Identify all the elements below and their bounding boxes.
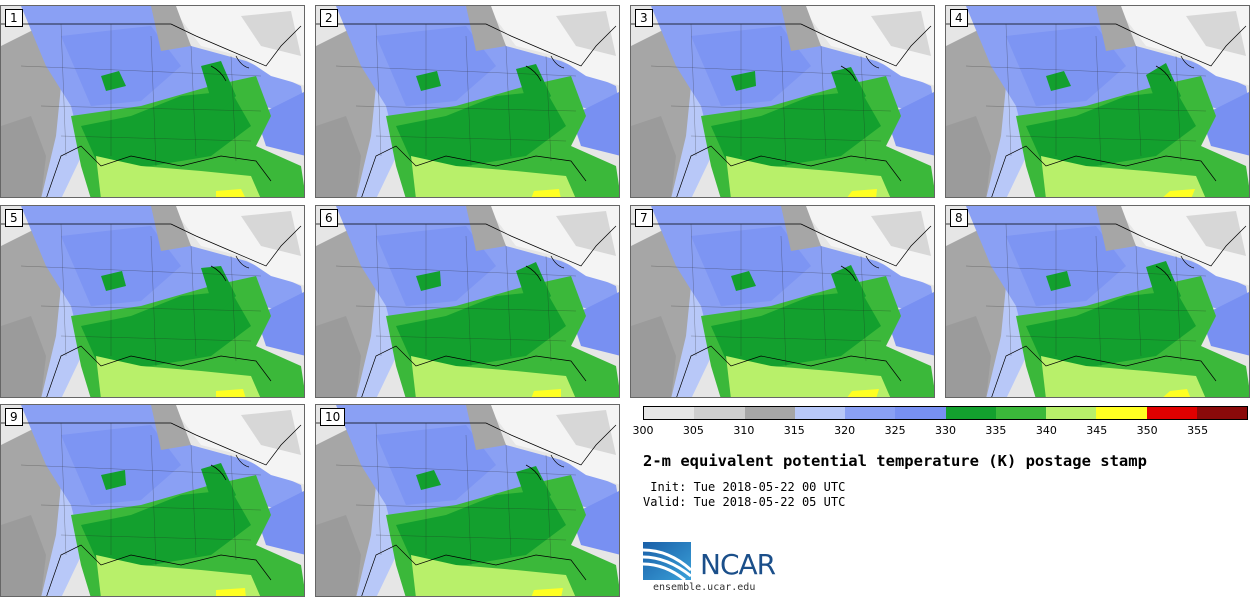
colorbar-segment [1146,407,1197,419]
panel-label: 5 [5,209,23,227]
stamp-map [1,405,304,596]
plot-title: 2-m equivalent potential temperature (K)… [643,452,1147,470]
colorbar-segment [694,407,745,419]
panel-label: 1 [5,9,23,27]
stamp-panel: 9 [0,404,305,597]
colorbar-tick-label: 350 [1136,424,1158,437]
colorbar-segment [744,407,795,419]
colorbar-segment [1046,407,1097,419]
stamp-map [946,6,1249,197]
stamp-map [316,6,619,197]
panel-label: 2 [320,9,338,27]
valid-time: Valid: Tue 2018-05-22 05 UTC [643,495,846,509]
stamp-panel: 1 [0,5,305,198]
colorbar-tick-label: 315 [783,424,805,437]
colorbar [643,406,1248,420]
stamp-map [631,206,934,397]
stamp-panel: 10 [315,404,620,597]
ncar-logo-icon [643,542,693,582]
colorbar-ticks: 300 305 310 315 320 325 330 335 340 345 350 355 [633,424,1248,438]
colorbar-tick-label: 340 [1035,424,1057,437]
colorbar-tick-label: 355 [1187,424,1209,437]
colorbar-tick-label: 300 [632,424,654,437]
colorbar-segment [1196,407,1247,419]
panel-label: 3 [635,9,653,27]
colorbar-tick-label: 320 [834,424,856,437]
colorbar-segment [644,407,695,419]
colorbar-tick-label: 305 [682,424,704,437]
stamp-panel: 7 [630,205,935,398]
colorbar-segment [895,407,946,419]
colorbar-segment [845,407,896,419]
stamp-map [946,206,1249,397]
colorbar-tick-label: 335 [985,424,1007,437]
stamp-map [1,6,304,197]
logo-url: ensemble.ucar.edu [653,582,756,593]
colorbar-segment [794,407,845,419]
colorbar-tick-label: 325 [884,424,906,437]
ncar-logo-text: NCAR [700,548,776,581]
panel-label: 9 [5,408,23,426]
panel-label: 6 [320,209,338,227]
colorbar-segment [1096,407,1147,419]
panel-label: 4 [950,9,968,27]
colorbar-segment [945,407,996,419]
init-time: Init: Tue 2018-05-22 00 UTC [643,480,846,494]
colorbar-segment [995,407,1046,419]
colorbar-tick-label: 345 [1086,424,1108,437]
stamp-map [316,405,619,596]
stamp-panel: 5 [0,205,305,398]
stamp-panel: 4 [945,5,1250,198]
stamp-map [316,206,619,397]
stamp-map [631,6,934,197]
stamp-panel: 3 [630,5,935,198]
stamp-panel: 8 [945,205,1250,398]
stamp-map [1,206,304,397]
stamp-panel: 2 [315,5,620,198]
colorbar-tick-label: 330 [935,424,956,437]
stamp-panel: 6 [315,205,620,398]
panel-label: 7 [635,209,653,227]
colorbar-tick-label: 310 [733,424,755,437]
panel-label: 8 [950,209,968,227]
panel-label: 10 [320,408,346,426]
